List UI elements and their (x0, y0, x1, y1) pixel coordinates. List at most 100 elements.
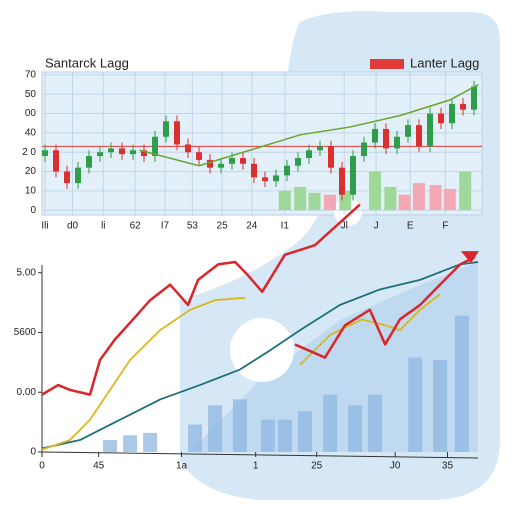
bar (433, 359, 448, 452)
bar (260, 419, 275, 452)
candle-body (460, 103, 466, 110)
volume-bar (413, 183, 425, 211)
arrow-head (460, 251, 479, 264)
x-tick-label: 35 (442, 461, 454, 472)
candle-body (64, 171, 70, 184)
bar (297, 411, 312, 452)
volume-bar (398, 194, 411, 211)
y-tick-label: 70 (25, 70, 37, 81)
candle-body (471, 86, 477, 110)
x-tick-label: 53 (187, 221, 199, 232)
candle-body (251, 163, 257, 178)
bar (348, 405, 363, 452)
candle-body (339, 167, 345, 195)
candle-body (185, 144, 191, 153)
candle-body (284, 165, 290, 176)
candle-body (218, 163, 224, 168)
volume-bar (294, 186, 307, 211)
candle-body (141, 150, 147, 157)
volume-bar (384, 186, 397, 211)
bar (408, 357, 423, 452)
candle-body (405, 125, 411, 137)
bar (123, 435, 138, 452)
legend-label: Lanter Lagg (410, 55, 479, 70)
volume-bar (443, 188, 456, 211)
y-tick-label: 20 (25, 166, 37, 177)
candle-body (97, 152, 103, 157)
bar (454, 315, 469, 452)
line (41, 296, 246, 451)
bottom-area (190, 262, 478, 452)
candle-body (394, 136, 400, 149)
chart-title: Santarck Lagg (45, 55, 129, 70)
candle-body (207, 159, 213, 168)
y-tick-label: 0 (30, 447, 36, 458)
y-tick-label: 2 0 (22, 147, 36, 158)
x-tick-label: I1 (281, 221, 290, 232)
candle-body (229, 157, 235, 164)
line (41, 261, 479, 450)
volume-bar (369, 171, 381, 211)
volume-bar (278, 190, 291, 211)
candle-body (416, 125, 422, 147)
volume-bar (323, 194, 336, 211)
y-tick-label: 50 (25, 89, 37, 100)
bar (188, 424, 203, 452)
x-tick-label: J0 (390, 461, 401, 472)
candle-body (108, 148, 114, 153)
bar (208, 405, 223, 452)
candle-body (328, 146, 334, 168)
candle-body (152, 136, 158, 157)
candle-body (174, 121, 180, 145)
candle-body (306, 150, 312, 158)
x-tick-label: E (407, 221, 414, 232)
volume-bar (308, 192, 321, 211)
line (294, 256, 476, 359)
volume-bar (459, 171, 472, 211)
x-tick-label: J (374, 221, 379, 232)
candle-body (317, 146, 323, 151)
bar (277, 419, 292, 452)
x-axis (41, 451, 479, 459)
x-tick-label: 45 (93, 461, 105, 472)
y-tick-label: 5600 (14, 327, 37, 338)
candle-body (53, 150, 59, 172)
candle-body (383, 129, 389, 149)
y-tick-label: 0.00 (17, 387, 37, 398)
candle-body (449, 103, 455, 124)
x-tick-label: 25 (311, 461, 323, 472)
line (299, 293, 441, 366)
y-tick-label: 0 (30, 205, 36, 216)
candle-body (196, 152, 202, 160)
candle-body (361, 142, 367, 157)
candle-body (295, 157, 301, 166)
bar (103, 440, 118, 452)
bar (143, 432, 158, 452)
candle-body (130, 150, 136, 155)
x-tick-label: 0 (39, 461, 45, 472)
candle-body (262, 177, 268, 182)
bar (368, 394, 383, 452)
x-tick-label: 62 (130, 221, 142, 232)
x-tick-label: Jl (341, 221, 348, 232)
candle-body (42, 150, 48, 157)
candle-body (119, 148, 125, 155)
candle-body (273, 175, 279, 182)
x-tick-label: li (101, 221, 105, 232)
candle-body (438, 113, 444, 124)
candle-body (372, 129, 378, 143)
candle-body (350, 156, 356, 195)
x-tick-label: I7 (161, 221, 170, 232)
candle-body (75, 167, 81, 184)
x-tick-label: 24 (246, 221, 258, 232)
decor-circle (230, 318, 294, 382)
x-tick-label: 1 (253, 461, 259, 472)
x-tick-label: Ili (41, 221, 48, 232)
volume-bar (429, 185, 442, 211)
legend-swatch (370, 59, 404, 69)
candle-body (163, 121, 169, 137)
x-tick-label: 25 (217, 221, 229, 232)
candle-body (240, 157, 246, 164)
y-tick-label: 40 (25, 128, 37, 139)
